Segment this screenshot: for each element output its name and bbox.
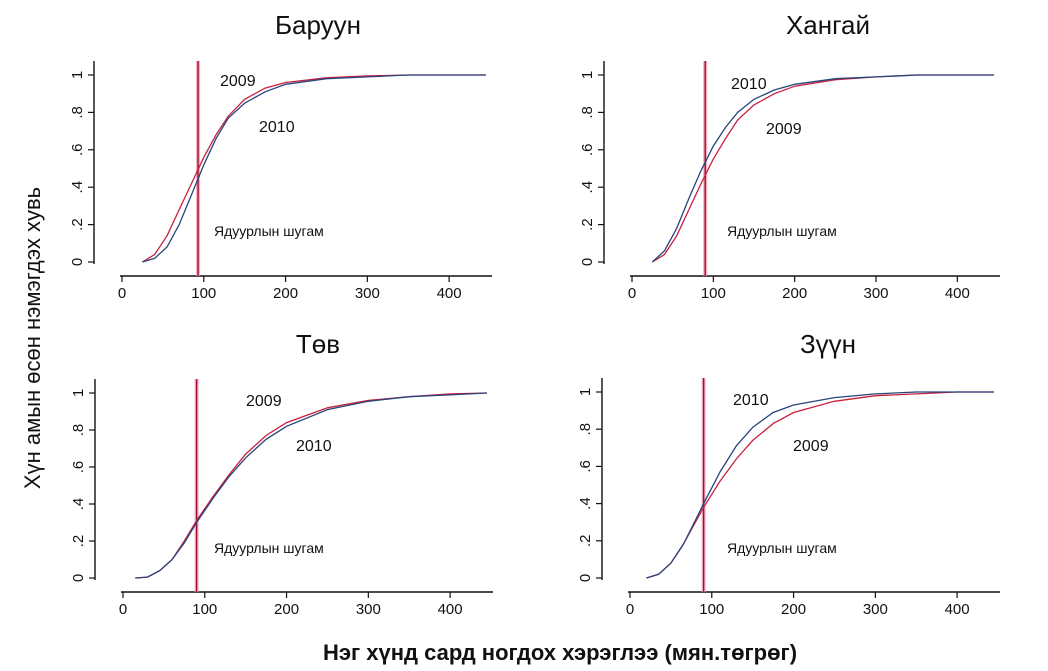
y-tick-label: .2 xyxy=(70,535,87,548)
y-tick-label: 1 xyxy=(70,389,87,397)
y-tick-label: 1 xyxy=(69,71,86,79)
y-tick-label: 0 xyxy=(577,574,594,582)
x-tick-label: 400 xyxy=(438,601,463,618)
y-tick-label: .6 xyxy=(579,144,596,157)
x-tick-label: 100 xyxy=(699,601,724,618)
series-label-2010: 2010 xyxy=(259,119,295,136)
y-tick-label: .8 xyxy=(69,106,86,119)
y-tick-label: .6 xyxy=(577,460,594,473)
y-tick-label: .4 xyxy=(69,181,86,194)
y-tick-label: 1 xyxy=(577,388,594,396)
series-line-2010 xyxy=(142,74,486,263)
y-tick-label: .8 xyxy=(579,106,596,119)
series-line-2010 xyxy=(651,74,994,263)
x-tick-label: 0 xyxy=(628,285,636,302)
y-tick-label: .2 xyxy=(579,218,596,231)
series-label-2009: 2009 xyxy=(246,393,282,410)
x-tick-label: 100 xyxy=(192,601,217,618)
x-tick-label: 0 xyxy=(119,601,127,618)
y-tick-label: .4 xyxy=(70,498,87,511)
series-label-2009: 2009 xyxy=(793,438,829,455)
x-tick-label: 200 xyxy=(274,601,299,618)
series-label-2009: 2009 xyxy=(766,121,802,138)
poverty-line-label: Ядуурлын шугам xyxy=(214,223,324,239)
series-label-2010: 2010 xyxy=(733,392,769,409)
x-tick-label: 400 xyxy=(945,285,970,302)
panel-title: Баруун xyxy=(275,10,361,40)
panel-title: Хангай xyxy=(786,10,870,40)
x-tick-label: 0 xyxy=(118,285,126,302)
poverty-line-label: Ядуурлын шугам xyxy=(214,540,324,556)
y-tick-label: 0 xyxy=(70,574,87,582)
x-tick-label: 300 xyxy=(863,285,888,302)
y-tick-label: .6 xyxy=(69,144,86,157)
series-line-2010 xyxy=(646,391,994,579)
x-tick-label: 300 xyxy=(356,601,381,618)
x-tick-label: 200 xyxy=(273,285,298,302)
x-tick-label: 300 xyxy=(355,285,380,302)
y-tick-label: .4 xyxy=(579,181,596,194)
x-tick-label: 100 xyxy=(701,285,726,302)
y-tick-label: .4 xyxy=(577,497,594,510)
x-tick-label: 400 xyxy=(945,601,970,618)
panel-2: Хангай 0 .2 .4 .6 .8 1 0 100 200 300 400 2010 2009 Яду… xyxy=(579,10,1000,302)
y-tick-label: 0 xyxy=(69,258,86,266)
x-axis-label: Нэг хүнд сард ногдох хэрэглээ (мян.төгрө… xyxy=(323,640,797,665)
panel-title: Зүүн xyxy=(800,329,856,359)
panel-3: Төв 0 .2 .4 .6 .8 1 0 100 200 300 400 2009 2010 Ядуурл… xyxy=(70,329,493,618)
x-tick-label: 200 xyxy=(781,601,806,618)
panel-4: Зүүн 0 .2 .4 .6 .8 1 0 100 200 300 400 2010 2009 Ядуур… xyxy=(577,329,1000,618)
y-tick-label: .8 xyxy=(70,424,87,437)
series-label-2010: 2010 xyxy=(296,438,332,455)
panel-1: Баруун 0 .2 .4 .6 .8 1 0 100 200 300 400 2009 2010 Яду… xyxy=(69,10,492,302)
series-label-2010: 2010 xyxy=(731,76,767,93)
y-tick-label: .2 xyxy=(577,535,594,548)
series-label-2009: 2009 xyxy=(220,73,256,90)
y-tick-label: 0 xyxy=(579,258,596,266)
y-tick-label: .2 xyxy=(69,218,86,231)
y-tick-label: .6 xyxy=(70,461,87,474)
poverty-line-label: Ядуурлын шугам xyxy=(727,223,837,239)
x-tick-label: 0 xyxy=(626,601,634,618)
x-tick-label: 400 xyxy=(437,285,462,302)
y-tick-label: 1 xyxy=(579,71,596,79)
x-tick-label: 100 xyxy=(191,285,216,302)
series-line-2010 xyxy=(135,392,487,579)
x-tick-label: 200 xyxy=(782,285,807,302)
y-axis-label: Хүн амын өсөн нэмэгдэх хувь xyxy=(20,187,45,489)
poverty-line-label: Ядуурлын шугам xyxy=(727,540,837,556)
y-tick-label: .8 xyxy=(577,423,594,436)
x-tick-label: 300 xyxy=(863,601,888,618)
panel-title: Төв xyxy=(296,329,340,359)
